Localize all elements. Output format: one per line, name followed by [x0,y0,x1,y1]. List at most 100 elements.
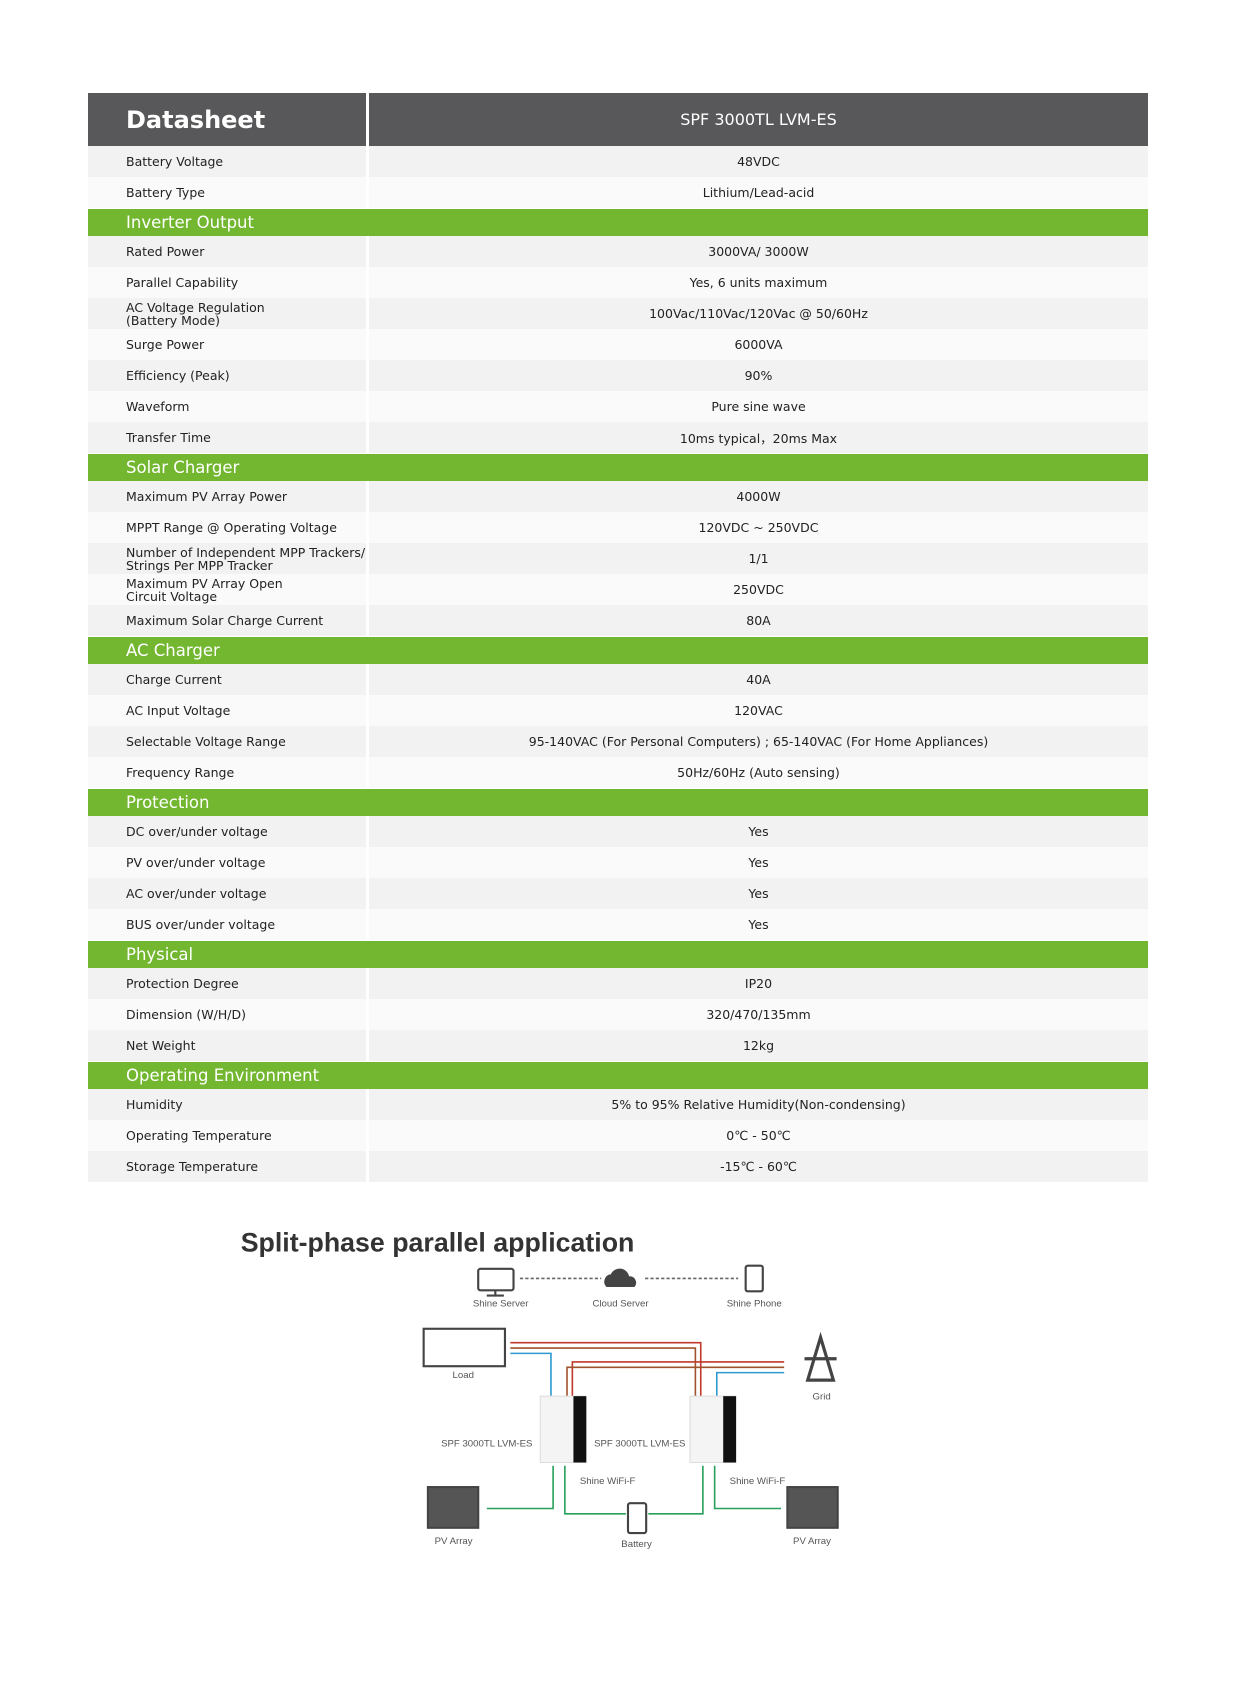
node-label: Shine Phone [727,1298,782,1309]
row-value: Yes [748,886,769,901]
table-row: Maximum Solar Charge Current 80A [88,605,1148,636]
table-row: Transfer Time 10ms typical，20ms Max [88,422,1148,453]
row-value: 3000VA/ 3000W [708,244,809,259]
row-label: Parallel Capability [88,267,369,298]
table-row: Battery Voltage 48VDC [88,146,1148,177]
table-body: Battery Voltage 48VDC Battery Type Lithium/… [88,146,1148,1182]
table-row: PV over/under voltage Yes [88,847,1148,878]
row-value: 6000VA [734,337,783,352]
row-label: Rated Power [88,236,369,267]
row-value: 4000W [736,489,781,504]
row-label: AC over/under voltage [88,878,369,909]
table-row: Rated Power 3000VA/ 3000W [88,236,1148,267]
row-value: 12kg [742,1038,775,1053]
row-value: 80A [746,613,771,628]
row-label: Maximum PV Array Open Circuit Voltage [88,574,369,605]
table-header: Datasheet SPF 3000TL LVM-ES [88,93,1148,146]
row-label: DC over/under voltage [88,816,369,847]
row-value: -15℃ - 60℃ [720,1159,797,1174]
table-row: Humidity 5% to 95% Relative Humidity(Non-… [88,1089,1148,1120]
table-row: BUS over/under voltage Yes [88,909,1148,940]
node-label: Shine WiFi-F [580,1476,636,1487]
table-row: MPPT Range @ Operating Voltage 120VDC ~ 2… [88,512,1148,543]
section-title: Physical [88,940,1148,968]
row-value: Yes, 6 units maximum [689,275,828,290]
table-row: Efficiency (Peak) 90% [88,360,1148,391]
row-value: Yes [748,824,769,839]
table-row: DC over/under voltage Yes [88,816,1148,847]
row-value: 100Vac/110Vac/120Vac @ 50/60Hz [649,306,868,321]
row-label: Maximum Solar Charge Current [88,605,369,636]
table-row: Selectable Voltage Range 95-140VAC (For P… [88,726,1148,757]
row-label: Transfer Time [88,422,369,453]
table-row: Surge Power 6000VA [88,329,1148,360]
node-label: Cloud Server [592,1298,649,1309]
row-label: Net Weight [88,1030,369,1061]
row-value: 40A [746,672,771,687]
row-label: AC Input Voltage [88,695,369,726]
row-value: 120VAC [734,703,783,718]
node-label: Load [453,1370,474,1381]
row-group: Maximum PV Array Power 4000W MPPT Range @ … [88,481,1148,636]
node-label: SPF 3000TL LVM-ES [441,1438,532,1449]
header-title: Datasheet [88,93,369,146]
datasheet-table: Datasheet SPF 3000TL LVM-ES Battery Volta… [88,93,1148,1182]
table-row: AC over/under voltage Yes [88,878,1148,909]
row-value: 50Hz/60Hz (Auto sensing) [677,765,840,780]
row-label: Battery Voltage [88,146,369,177]
row-group: Humidity 5% to 95% Relative Humidity(Non-… [88,1089,1148,1182]
table-row: Battery Type Lithium/Lead-acid [88,177,1148,208]
table-row: Number of Independent MPP Trackers/ Stri… [88,543,1148,574]
table-row: Protection Degree IP20 [88,968,1148,999]
table-row: AC Voltage Regulation (Battery Mode) 100V… [88,298,1148,329]
diagram-title: Split-phase parallel application [241,1228,635,1258]
node-label: PV Array [793,1536,831,1547]
section-title: AC Charger [88,636,1148,664]
row-group: Protection Degree IP20 Dimension (W/H/D) 32… [88,968,1148,1061]
table-row: Operating Temperature 0℃ - 50℃ [88,1120,1148,1151]
row-label: Surge Power [88,329,369,360]
row-label: Selectable Voltage Range [88,726,369,757]
row-value: 250VDC [733,582,784,597]
row-group: Charge Current 40A AC Input Voltage 120VAC S… [88,664,1148,788]
section-title: Solar Charger [88,453,1148,481]
row-label: Protection Degree [88,968,369,999]
row-label: PV over/under voltage [88,847,369,878]
row-label: MPPT Range @ Operating Voltage [88,512,369,543]
row-value: 95-140VAC (For Personal Computers) ; 65-… [528,734,989,749]
row-label: Waveform [88,391,369,422]
node-label: Grid [813,1391,831,1402]
node-label: Shine Server [473,1298,529,1309]
node-label: Battery [621,1539,652,1550]
section-title: Operating Environment [88,1061,1148,1089]
row-label: Humidity [88,1089,369,1120]
node-label: Shine WiFi-F [730,1476,786,1487]
row-group: Rated Power 3000VA/ 3000W Parallel Capabil… [88,236,1148,453]
row-value: Yes [748,917,769,932]
row-value: Yes [748,855,769,870]
table-row: Charge Current 40A [88,664,1148,695]
table-row: Waveform Pure sine wave [88,391,1148,422]
row-group: Battery Voltage 48VDC Battery Type Lithium/… [88,146,1148,208]
section-title: Protection [88,788,1148,816]
row-label: BUS over/under voltage [88,909,369,940]
row-value: IP20 [744,976,773,991]
row-value: 48VDC [737,154,780,169]
row-value: Pure sine wave [711,399,806,414]
row-label: Frequency Range [88,757,369,788]
table-row: Maximum PV Array Power 4000W [88,481,1148,512]
row-group: DC over/under voltage Yes PV over/under vo… [88,816,1148,940]
row-value: 320/470/135mm [706,1007,811,1022]
row-value: 10ms typical，20ms Max [679,431,838,446]
table-row: Storage Temperature -15℃ - 60℃ [88,1151,1148,1182]
row-value: 5% to 95% Relative Humidity(Non-condensi… [611,1097,906,1112]
table-row: AC Input Voltage 120VAC [88,695,1148,726]
row-label: Storage Temperature [88,1151,369,1182]
row-label: Efficiency (Peak) [88,360,369,391]
row-label: Number of Independent MPP Trackers/ Stri… [88,543,369,574]
row-label: Operating Temperature [88,1120,369,1151]
table-row: Maximum PV Array Open Circuit Voltage 250… [88,574,1148,605]
row-value: Lithium/Lead-acid [702,185,815,200]
